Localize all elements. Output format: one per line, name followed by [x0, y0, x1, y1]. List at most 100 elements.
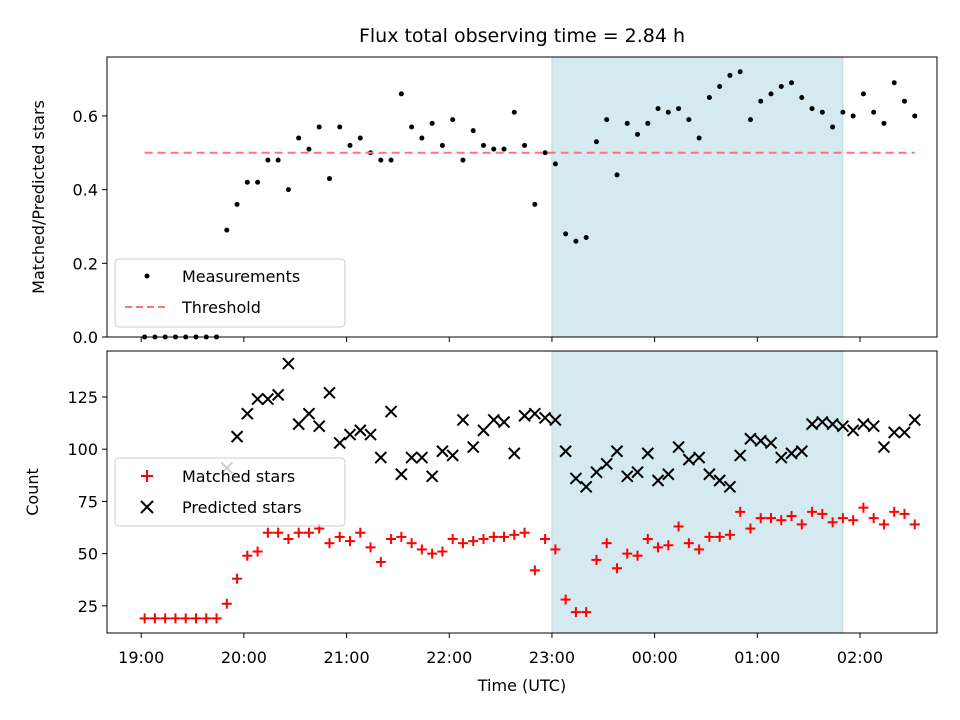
- x-tick-label: 22:00: [426, 648, 472, 667]
- matched-stars-point: [611, 563, 622, 574]
- y-tick-label: 50: [78, 545, 98, 564]
- matched-stars-point: [735, 506, 746, 517]
- matched-stars-point: [704, 531, 715, 542]
- ratio-y-axis-label: Matched/Predicted stars: [29, 100, 48, 294]
- matched-stars-point: [457, 538, 468, 549]
- predicted-stars-point: [908, 413, 921, 427]
- predicted-stars-point: [600, 457, 613, 471]
- matched-stars-point: [909, 519, 920, 530]
- predicted-stars-point: [846, 424, 860, 437]
- predicted-stars-point: [816, 415, 829, 429]
- predicted-stars-point: [323, 386, 336, 399]
- matched-stars-point: [509, 529, 520, 540]
- matched-stars-point: [786, 511, 797, 522]
- predicted-stars-point: [744, 432, 757, 445]
- predicted-stars-point: [826, 417, 839, 431]
- count-y-axis-label: Count: [23, 468, 42, 516]
- matched-stars-point: [303, 527, 314, 538]
- matched-stars-point: [683, 538, 694, 549]
- predicted-stars-point: [261, 392, 275, 406]
- predicted-stars-point: [333, 436, 346, 450]
- measurement-point: [491, 146, 497, 152]
- predicted-stars-point: [775, 451, 788, 464]
- measurement-point: [326, 176, 332, 182]
- legend-marker-matched-stars: [141, 470, 153, 482]
- predicted-stars-point: [703, 468, 716, 481]
- matched-stars-point: [293, 527, 304, 538]
- matched-stars-point: [149, 613, 160, 624]
- matched-stars-point: [755, 513, 766, 524]
- matched-stars-point: [899, 508, 910, 519]
- predicted-stars-point: [621, 470, 634, 483]
- predicted-stars-point: [723, 480, 737, 493]
- matched-stars-point: [499, 531, 510, 542]
- matched-stars-point: [375, 556, 386, 567]
- predicted-stars-point: [395, 468, 408, 481]
- matched-stars-point: [817, 508, 828, 519]
- measurement-point: [378, 157, 384, 163]
- predicted-stars-point: [282, 357, 295, 370]
- measurement-point: [655, 106, 661, 112]
- predicted-stars-point: [662, 468, 675, 481]
- matched-stars-point: [427, 548, 438, 559]
- predicted-stars-point: [672, 440, 685, 454]
- predicted-stars-point: [477, 424, 490, 437]
- legend-label-predicted-stars: Predicted stars: [182, 498, 302, 517]
- matched-stars-point: [324, 538, 335, 549]
- measurement-point: [717, 83, 723, 89]
- ratio-axes-frame: [106, 56, 938, 338]
- y-tick-label: 0.4: [73, 181, 98, 200]
- measurement-point: [747, 117, 753, 123]
- matched-stars-point: [221, 598, 232, 609]
- matched-stars-point: [478, 534, 489, 544]
- predicted-stars-point: [877, 440, 891, 454]
- measurement-point: [337, 124, 343, 130]
- x-tick-label: 23:00: [529, 648, 575, 667]
- predicted-stars-point: [795, 445, 809, 458]
- measurement-point: [871, 109, 877, 115]
- predicted-stars-point: [364, 428, 377, 441]
- ratio-y-ticks: 0.0 0.2 0.4 0.6: [73, 107, 107, 347]
- observing-window-span: [551, 56, 844, 338]
- measurement-point: [624, 120, 630, 126]
- predicted-stars-point: [241, 407, 254, 420]
- measurement-point: [645, 120, 651, 126]
- matched-stars-point: [396, 531, 407, 542]
- matched-stars-point: [601, 538, 612, 549]
- measurement-point: [768, 91, 774, 97]
- matched-stars-point: [334, 531, 345, 542]
- y-tick-label: 75: [78, 492, 98, 511]
- x-tick-label: 02:00: [837, 648, 883, 667]
- measurement-point: [604, 117, 610, 123]
- measurement-point: [789, 80, 795, 86]
- predicted-stars-point: [857, 417, 870, 431]
- x-tick-label: 01:00: [734, 648, 780, 667]
- measurement-point: [296, 135, 302, 141]
- predicted-stars-point: [343, 428, 357, 441]
- measurement-point: [255, 179, 261, 185]
- matched-stars-point: [858, 502, 869, 513]
- matched-stars-point: [550, 544, 561, 555]
- measurement-point: [891, 80, 897, 86]
- measurement-point: [306, 146, 312, 152]
- measurement-point: [224, 227, 230, 233]
- measurement-point: [522, 142, 528, 148]
- x-tick-label: 00:00: [632, 648, 678, 667]
- measurement-point: [593, 139, 599, 145]
- predicted-stars-point: [754, 434, 767, 448]
- measurement-point: [758, 98, 764, 104]
- predicted-stars-point: [292, 417, 305, 431]
- predicted-stars-point: [384, 405, 398, 418]
- predicted-stars-point: [888, 426, 901, 439]
- predicted-stars-point: [682, 453, 696, 466]
- matched-stars-point: [622, 548, 633, 559]
- predicted-stars-point: [569, 472, 583, 485]
- predicted-stars-point: [302, 407, 316, 420]
- ratio-x-ticks: [140, 337, 861, 342]
- count-axes-frame: [106, 350, 938, 634]
- measurement-point: [470, 128, 476, 134]
- y-tick-label: 100: [67, 440, 98, 459]
- measurement-point: [573, 238, 579, 244]
- measurement-point: [265, 157, 271, 163]
